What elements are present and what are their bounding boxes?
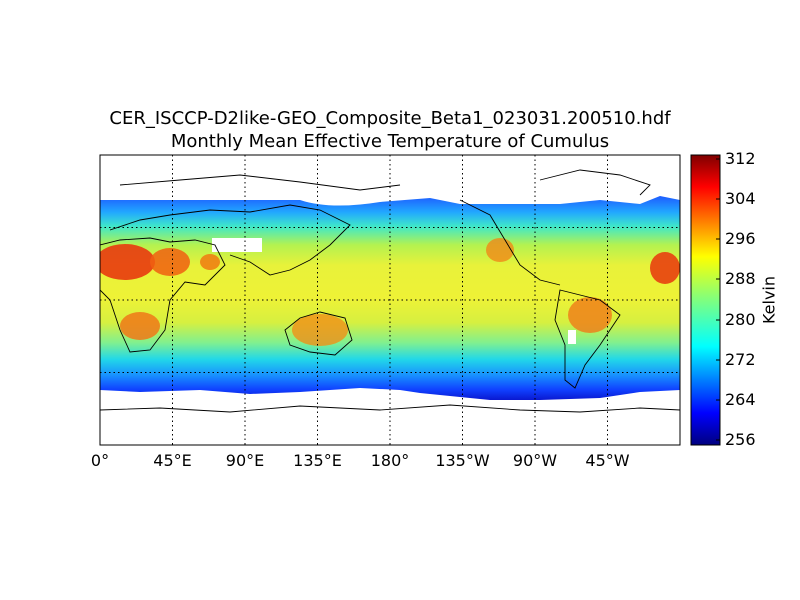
hotspot-arabia bbox=[150, 248, 190, 276]
map-frame bbox=[99, 154, 681, 446]
colorbar-ticks bbox=[716, 158, 720, 441]
hotspot-west-africa bbox=[650, 252, 680, 284]
hotspot-india bbox=[200, 254, 220, 270]
colorbar-tick-label: 304 bbox=[725, 189, 756, 208]
colorbar-tick-label: 256 bbox=[725, 430, 756, 449]
colorbar bbox=[690, 154, 721, 446]
hotspot-south-africa bbox=[120, 312, 160, 340]
lon-tick-label: 45°E bbox=[153, 451, 192, 470]
lon-tick-label: 135°W bbox=[435, 451, 490, 470]
colorbar-tick-label: 280 bbox=[725, 310, 756, 329]
lon-tick-label: 90°W bbox=[512, 451, 558, 470]
lon-tick-label: 90°E bbox=[225, 451, 265, 470]
colorbar-tick-label: 288 bbox=[725, 269, 756, 288]
graticule bbox=[100, 155, 680, 445]
colorbar-tick-label: 312 bbox=[725, 149, 756, 168]
colorbar-unit-label: Kelvin bbox=[759, 275, 779, 325]
lon-tick-label: 180° bbox=[370, 451, 410, 470]
map-subtitle: Monthly Mean Effective Temperature of Cu… bbox=[170, 131, 610, 152]
hotspot-mexico bbox=[486, 238, 514, 262]
map-title: CER_ISCCP-D2like-GEO_Composite_Beta1_023… bbox=[109, 108, 671, 129]
hotspot-sahara bbox=[100, 244, 155, 280]
missing-tibet bbox=[212, 238, 262, 252]
colorbar-tick-label: 264 bbox=[725, 390, 756, 409]
colorbar-tick-label: 272 bbox=[725, 350, 756, 369]
lon-tick-label: 135°E bbox=[293, 451, 342, 470]
coastlines bbox=[100, 169, 680, 413]
hotspot-south-america bbox=[568, 297, 612, 333]
colorbar-tick-label: 296 bbox=[725, 229, 756, 248]
hotspot-australia bbox=[292, 314, 348, 346]
lon-tick-label: 45°W bbox=[585, 451, 630, 470]
lon-tick-label: 0° bbox=[90, 451, 110, 470]
missing-andes bbox=[568, 330, 576, 344]
